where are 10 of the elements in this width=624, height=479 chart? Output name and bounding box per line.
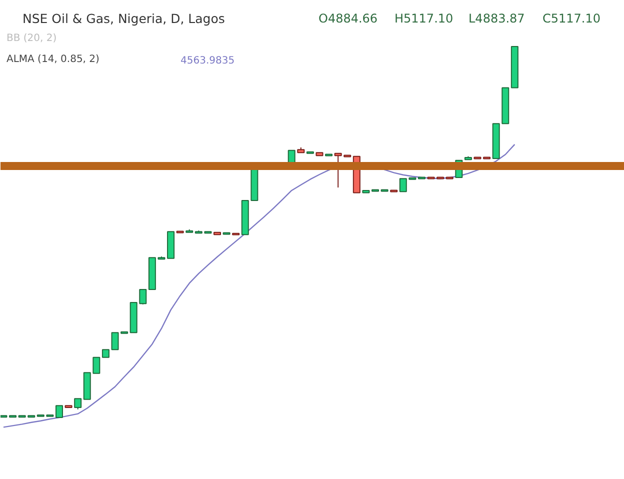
text: H5117.10 bbox=[394, 12, 454, 26]
annotation: 4563.9835 bbox=[180, 56, 235, 66]
text: O4884.66 bbox=[318, 12, 378, 26]
chart-title: NSE Oil & Gas, Nigeria, D, Lagos bbox=[22, 11, 225, 26]
text: C5117.10 bbox=[542, 12, 601, 26]
text: BB (20, 2) bbox=[6, 33, 57, 44]
text: ALMA (14, 0.85, 2) bbox=[6, 54, 100, 65]
candlestick bbox=[55, 405, 63, 418]
text: L4883.87 bbox=[468, 12, 525, 26]
candlestick bbox=[74, 398, 82, 410]
